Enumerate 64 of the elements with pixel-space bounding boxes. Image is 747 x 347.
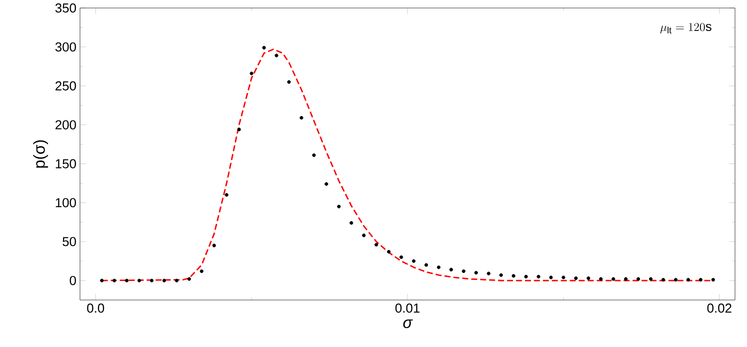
- point: [436, 266, 440, 270]
- point: [449, 268, 453, 272]
- y-tick-label: 250: [56, 81, 76, 90]
- point: [187, 277, 191, 281]
- point: [412, 259, 416, 263]
- point: [100, 278, 104, 282]
- y-tick-label: 150: [56, 159, 76, 168]
- point: [474, 270, 478, 275]
- point: [262, 46, 266, 50]
- point: [137, 278, 142, 282]
- point: [711, 278, 715, 282]
- x-tick-label: 0.0: [87, 304, 104, 313]
- point: [562, 276, 566, 280]
- point: [549, 276, 553, 280]
- point: [661, 278, 666, 282]
- point: [524, 274, 528, 278]
- x-tick-label: 0.02: [707, 304, 732, 313]
- y-tick-label: 50: [62, 237, 76, 246]
- y-tick-label: 200: [56, 120, 76, 130]
- y-tick-label: 300: [55, 42, 76, 52]
- point: [274, 54, 278, 58]
- point: [674, 278, 678, 282]
- point: [574, 276, 578, 280]
- point: [250, 72, 254, 76]
- point: [424, 263, 428, 267]
- point: [112, 278, 116, 282]
- point: [686, 278, 690, 282]
- y-tick-label: 100: [56, 198, 76, 208]
- point: [599, 277, 603, 281]
- point: [499, 273, 503, 277]
- x-tick-label: 0.01: [395, 304, 420, 313]
- point: [287, 80, 291, 84]
- point: [224, 193, 228, 197]
- point: [374, 242, 378, 247]
- point: [462, 269, 466, 273]
- point: [624, 277, 628, 281]
- x-axis-title: σ: [403, 320, 413, 328]
- point: [162, 278, 166, 282]
- point: [337, 204, 341, 208]
- point: [399, 255, 404, 259]
- point: [324, 182, 328, 186]
- point: [150, 278, 154, 282]
- point: [124, 278, 129, 282]
- point: [649, 277, 653, 281]
- point: [312, 153, 316, 157]
- point: [636, 277, 640, 281]
- point: [386, 250, 391, 254]
- point: [350, 221, 354, 225]
- point: [362, 234, 366, 238]
- annotation: $\mu_{\rm lt} = 120{\rm s}$: [660, 22, 712, 34]
- point: [512, 274, 516, 278]
- point: [586, 276, 590, 280]
- point: [536, 274, 540, 278]
- point: [200, 269, 204, 273]
- y-tick-label: 0: [70, 276, 76, 286]
- point: [612, 277, 616, 281]
- y-axis-title: p(σ): [33, 140, 48, 168]
- point: [300, 116, 304, 120]
- point: [237, 128, 241, 132]
- point: [486, 272, 490, 276]
- y-tick-label: 350: [55, 3, 76, 13]
- point: [212, 244, 216, 248]
- point: [698, 278, 702, 282]
- point: [174, 278, 178, 282]
